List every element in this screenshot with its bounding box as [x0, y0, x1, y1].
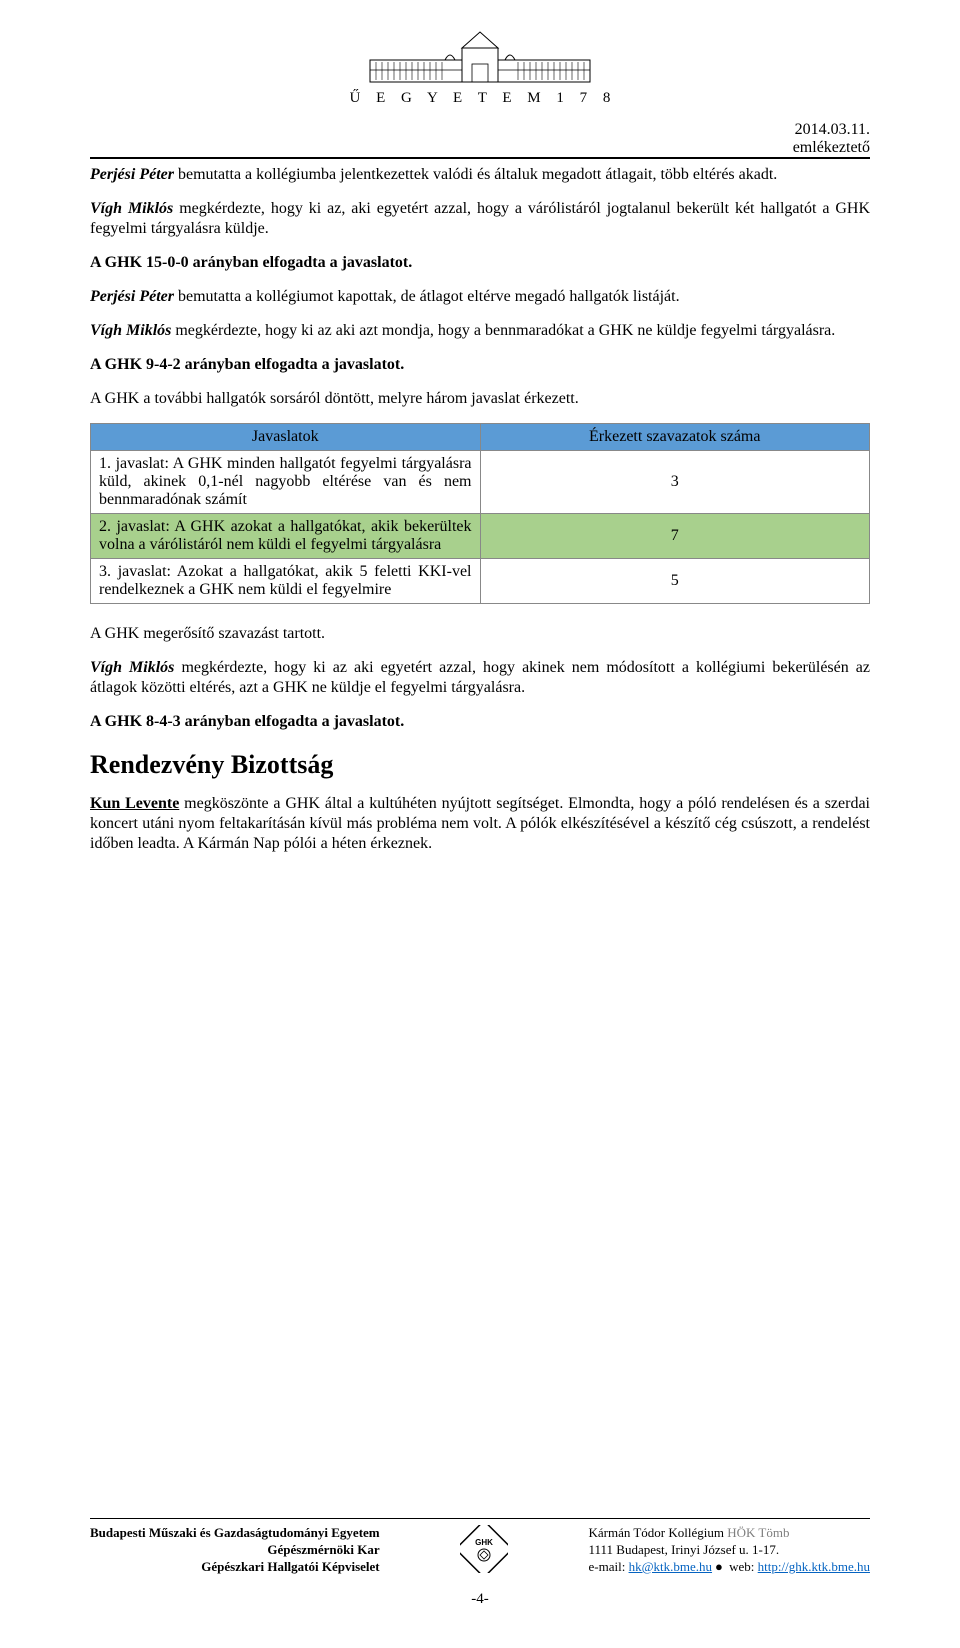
col-header-proposals: Javaslatok [91, 424, 481, 451]
section-title: Rendezvény Bizottság [90, 750, 870, 780]
footer-dorm-name: Kármán Tódor Kollégium [588, 1525, 727, 1540]
footer-logo: GHK [450, 1525, 518, 1577]
svg-text:GHK: GHK [475, 1538, 493, 1547]
paragraph-8: A GHK megerősítő szavazást tartott. [90, 624, 870, 644]
name-vigh-3: Vígh Miklós [90, 659, 174, 676]
name-vigh: Vígh Miklós [90, 200, 173, 217]
footer-right: Kármán Tódor Kollégium HÖK Tömb 1111 Bud… [588, 1525, 870, 1576]
vote-result-3: A GHK 8-4-3 arányban elfogadta a javasla… [90, 712, 870, 732]
paragraph-1: Perjési Péter bemutatta a kollégiumba je… [90, 165, 870, 185]
name-perjesi-2: Perjési Péter [90, 288, 174, 305]
footer-faculty: Gépészmérnöki Kar [90, 1542, 380, 1559]
proposal-cell: 2. javaslat: A GHK azokat a hallgatókat,… [91, 514, 481, 559]
vote-result-1: A GHK 15-0-0 arányban elfogadta a javasl… [90, 253, 870, 273]
header-date: 2014.03.11. [90, 121, 870, 139]
footer-email-link[interactable]: hk@ktk.bme.hu [629, 1559, 712, 1574]
footer-web-label: web: [726, 1559, 758, 1574]
crest-text: M Ű E G Y E T E M 1 7 8 2 [350, 89, 610, 106]
votes-cell: 5 [480, 559, 870, 604]
name-vigh-2: Vígh Miklós [90, 322, 171, 339]
vote-result-2: A GHK 9-4-2 arányban elfogadta a javasla… [90, 355, 870, 375]
paragraph-7: A GHK a további hallgatók sorsáról döntö… [90, 389, 870, 409]
footer-left: Budapesti Műszaki és Gazdaságtudományi E… [90, 1525, 380, 1576]
proposal-cell: 3. javaslat: Azokat a hallgatókat, akik … [91, 559, 481, 604]
header-subtitle: emlékeztető [90, 139, 870, 157]
paragraph-4: Perjési Péter bemutatta a kollégiumot ka… [90, 287, 870, 307]
header-divider [90, 157, 870, 159]
paragraph-2: Vígh Miklós megkérdezte, hogy ki az, aki… [90, 199, 870, 239]
footer-uni-name: Budapesti Műszaki és Gazdaságtudományi E… [90, 1525, 380, 1542]
paragraph-5: Vígh Miklós megkérdezte, hogy ki az aki … [90, 321, 870, 341]
table-header-row: Javaslatok Érkezett szavazatok száma [91, 424, 870, 451]
table-row: 1. javaslat: A GHK minden hallgatót fegy… [91, 451, 870, 514]
header-crest: M Ű E G Y E T E M 1 7 8 2 [90, 20, 870, 113]
proposal-cell: 1. javaslat: A GHK minden hallgatót fegy… [91, 451, 481, 514]
col-header-votes: Érkezett szavazatok száma [480, 424, 870, 451]
footer-email-label: e-mail: [588, 1559, 628, 1574]
footer-web-link[interactable]: http://ghk.ktk.bme.hu [758, 1559, 870, 1574]
page-footer: Budapesti Műszaki és Gazdaságtudományi E… [90, 1518, 870, 1608]
paragraph-11: Kun Levente megköszönte a GHK által a ku… [90, 794, 870, 854]
votes-cell: 3 [480, 451, 870, 514]
votes-cell: 7 [480, 514, 870, 559]
proposals-table: Javaslatok Érkezett szavazatok száma 1. … [90, 423, 870, 604]
name-perjesi: Perjési Péter [90, 166, 174, 183]
page-number: -4- [90, 1591, 870, 1608]
table-row: 2. javaslat: A GHK azokat a hallgatókat,… [91, 514, 870, 559]
footer-divider [90, 1518, 870, 1519]
paragraph-9: Vígh Miklós megkérdezte, hogy ki az aki … [90, 658, 870, 698]
footer-org: Gépészkari Hallgatói Képviselet [90, 1559, 380, 1576]
footer-dorm-suffix: HÖK Tömb [727, 1525, 789, 1540]
table-row: 3. javaslat: Azokat a hallgatókat, akik … [91, 559, 870, 604]
footer-address: 1111 Budapest, Irinyi József u. 1-17. [588, 1542, 870, 1559]
name-kun: Kun Levente [90, 795, 179, 812]
